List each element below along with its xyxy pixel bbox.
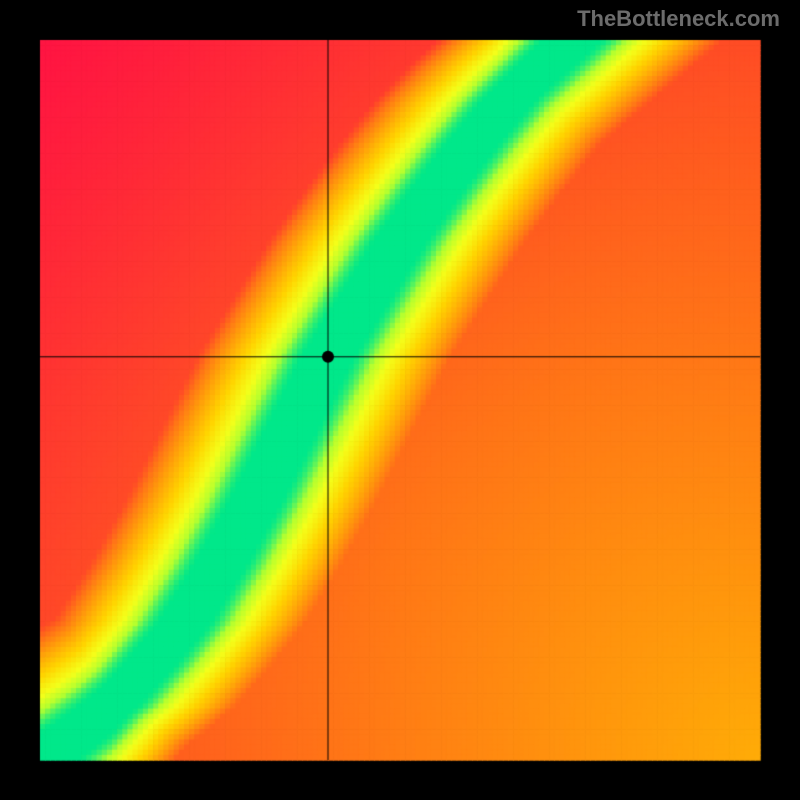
watermark-text: TheBottleneck.com [577, 6, 780, 32]
chart-container: TheBottleneck.com [0, 0, 800, 800]
bottleneck-heatmap [0, 0, 800, 800]
